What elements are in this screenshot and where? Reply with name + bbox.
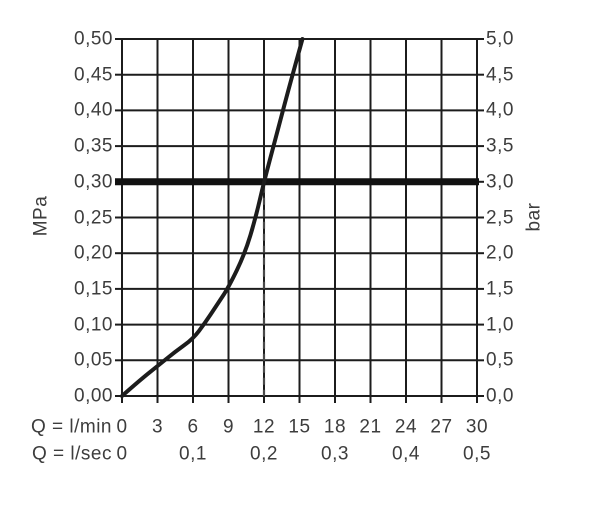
bottom-lsec-tick: 0,4 [392, 443, 420, 465]
left-axis-tick: 0,50 [74, 28, 113, 50]
right-axis-tick: 2,0 [486, 242, 514, 264]
left-axis-tick: 0,45 [74, 64, 113, 86]
bottom-lmin-tick: 15 [288, 416, 311, 438]
bottom-axis-lmin-label: Q = l/min [30, 416, 112, 438]
right-axis-tick: 0,0 [486, 385, 514, 407]
left-axis-tick: 0,25 [74, 207, 113, 228]
right-axis-tick: 4,0 [486, 99, 514, 121]
left-axis-tick: 0,05 [74, 349, 113, 371]
left-axis-tick: 0,10 [74, 314, 113, 336]
bottom-lmin-tick: 6 [187, 416, 199, 438]
left-axis-tick: 0,00 [74, 385, 113, 407]
bottom-lmin-tick: 27 [430, 416, 453, 438]
bottom-lmin-tick: 24 [394, 416, 418, 438]
left-axis-tick: 0,15 [74, 278, 113, 300]
right-axis-tick: 1,0 [486, 314, 514, 336]
left-axis-tick: 0,30 [74, 171, 113, 193]
bottom-lmin-tick: 18 [323, 416, 347, 438]
left-axis-tick: 0,40 [74, 99, 113, 121]
bottom-lmin-tick: 0 [116, 416, 128, 438]
bottom-lsec-tick: 0,2 [250, 443, 278, 465]
right-axis-unit-label: bar [523, 202, 545, 232]
bottom-lsec-tick: 0,5 [463, 443, 491, 465]
bottom-lmin-tick: 12 [252, 416, 276, 438]
bottom-lsec-tick: 0 [116, 443, 128, 465]
bottom-lmin-tick: 21 [359, 416, 382, 438]
bottom-lmin-tick: 9 [222, 416, 235, 438]
left-axis-unit-label: MPa [30, 195, 52, 237]
right-axis-tick: 5,0 [486, 28, 514, 50]
right-axis-tick: 4,5 [486, 64, 514, 86]
right-axis-tick: 1,5 [486, 278, 514, 300]
right-axis-tick: 0,5 [486, 349, 514, 371]
right-axis-tick: 3,0 [486, 171, 514, 193]
bottom-lmin-tick: 3 [151, 416, 164, 438]
bottom-lsec-tick: 0,3 [321, 443, 349, 465]
left-axis-tick: 0,35 [74, 135, 113, 157]
bottom-lsec-tick: 0,1 [179, 443, 207, 465]
bottom-lmin-tick: 30 [465, 416, 489, 438]
bottom-axis-lsec-label: Q = l/sec [32, 443, 112, 465]
right-axis-tick: 2,5 [486, 207, 514, 228]
right-axis-tick: 3,5 [486, 135, 514, 157]
left-axis-tick: 0,20 [74, 242, 113, 264]
